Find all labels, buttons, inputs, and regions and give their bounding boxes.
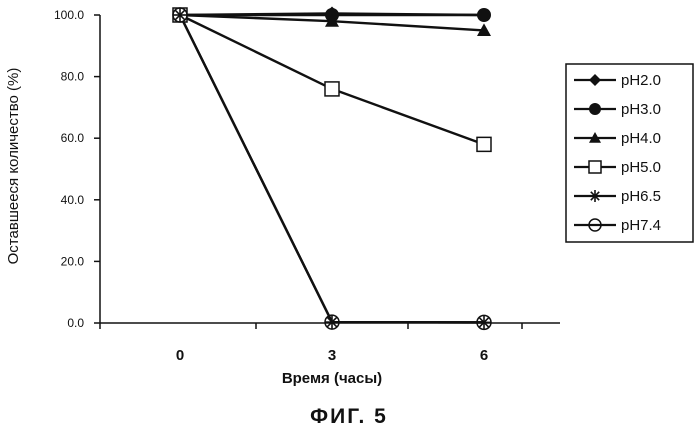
figure-caption: ФИГ. 5	[310, 405, 388, 428]
data-point-ph3-0	[477, 8, 491, 22]
legend-label-ph6-5: pH6.5	[621, 188, 661, 205]
series-lines	[180, 13, 484, 322]
series-line-ph6-5	[180, 15, 484, 322]
y-tick-label: 20.0	[61, 254, 85, 268]
legend-label-ph7-4: pH7.4	[621, 217, 661, 234]
y-tick-label: 100.0	[54, 8, 84, 22]
x-axis-title: Время (часы)	[282, 370, 382, 387]
legend-marker-ph5-0	[589, 161, 601, 173]
y-tick-label: 80.0	[61, 70, 85, 84]
legend-label-ph5-0: pH5.0	[621, 159, 661, 176]
x-tick-label: 0	[176, 347, 184, 364]
series-line-ph7-4	[180, 15, 484, 322]
y-tick-label: 0.0	[67, 316, 84, 330]
y-axis-ticks: 0.0 20.0 40.0 60.0 80.0 100.0	[54, 8, 100, 330]
y-axis-title: Оставшееся количество (%)	[5, 68, 22, 265]
legend: pH2.0 pH3.0 pH4.0 pH5.0 pH6.5 pH7.4	[566, 64, 693, 242]
x-tick-label: 6	[480, 347, 488, 364]
x-axis-ticks: 0 3 6	[100, 323, 522, 364]
series-markers	[173, 6, 491, 329]
legend-box	[566, 64, 693, 242]
axes	[100, 15, 560, 323]
data-point-ph5-0	[325, 82, 339, 96]
legend-marker-ph3-0	[589, 103, 601, 115]
data-point-ph5-0	[477, 137, 491, 151]
y-tick-label: 40.0	[61, 193, 85, 207]
legend-label-ph4-0: pH4.0	[621, 130, 661, 147]
x-tick-label: 3	[328, 347, 336, 364]
y-tick-label: 60.0	[61, 131, 85, 145]
legend-label-ph2-0: pH2.0	[621, 72, 661, 89]
legend-marker-ph6-5	[589, 190, 601, 202]
legend-label-ph3-0: pH3.0	[621, 101, 661, 118]
series-line-ph5-0	[180, 15, 484, 144]
